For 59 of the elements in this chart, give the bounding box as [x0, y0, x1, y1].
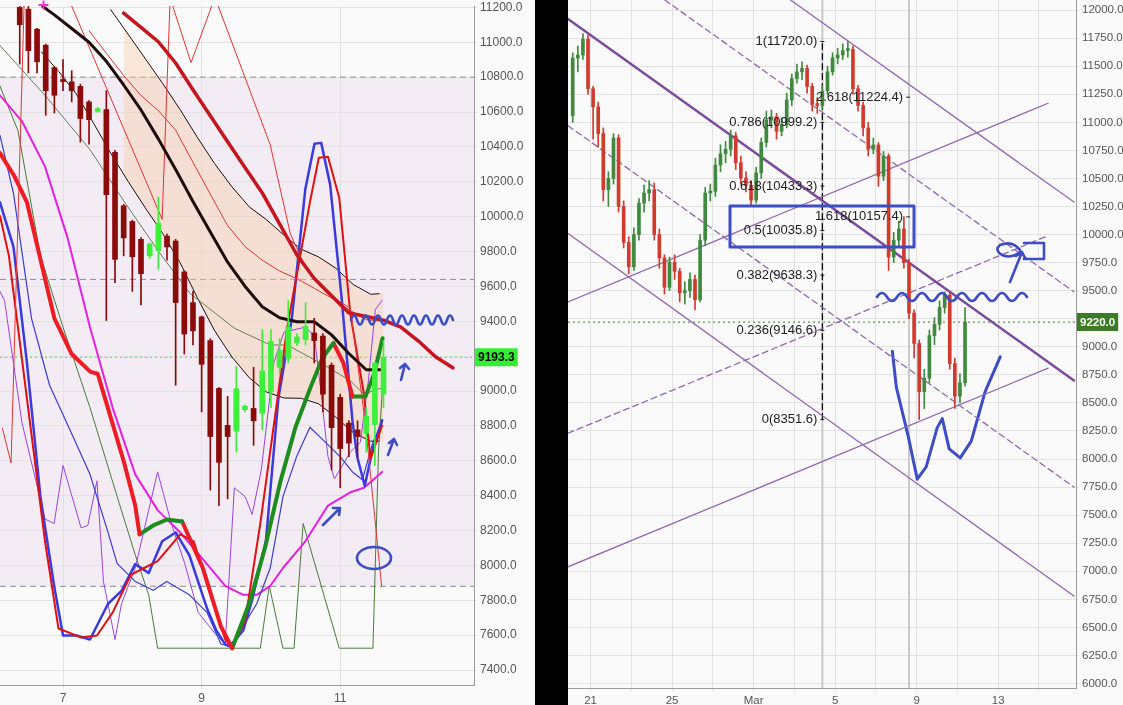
- y-tick-label: 7400.0: [480, 662, 518, 677]
- y-tick-label: 9500.0: [1082, 283, 1118, 296]
- x-tick-label: 11: [333, 690, 347, 705]
- y-tick-label: 6250.0: [1082, 648, 1118, 661]
- annotation: 0(8351.6): [761, 411, 818, 427]
- y-tick-label: 12000.0: [1082, 3, 1123, 16]
- y-tick-label: 8400.0: [480, 487, 518, 502]
- y-tick-label: 11500.0: [1082, 59, 1123, 72]
- y-tick-label: 10600.0: [480, 104, 524, 119]
- y-tick-label: 11200.0: [480, 0, 523, 14]
- x-tick-label: 7: [59, 690, 67, 705]
- y-tick-label: 7500.0: [1082, 508, 1118, 521]
- x-tick-label: 25: [665, 694, 679, 705]
- y-tick-label: 10400.0: [480, 139, 524, 154]
- y-tick-label: 9000.0: [1082, 339, 1118, 352]
- x-tick-label: 21: [584, 694, 597, 705]
- y-tick-label: 7000.0: [1082, 564, 1118, 577]
- annotation: 0.382(9638.3): [736, 266, 818, 282]
- y-tick-label: 8750.0: [1082, 368, 1118, 381]
- x-tick-label: 5: [831, 694, 839, 705]
- y-tick-label: 8000.0: [480, 557, 518, 572]
- y-tick-label: 8250.0: [1082, 424, 1118, 437]
- y-tick-label: 10500.0: [1082, 171, 1123, 184]
- y-tick-label: 10750.0: [1082, 143, 1123, 156]
- y-tick-label: 7800.0: [480, 592, 518, 607]
- y-tick-label: 11000.0: [480, 34, 523, 49]
- y-tick-label: 10000.0: [1082, 227, 1123, 240]
- y-tick-label: 10800.0: [480, 69, 524, 84]
- y-tick-label: 8000.0: [1082, 452, 1118, 465]
- annotation: 1(11720.0): [755, 33, 818, 49]
- x-tick-label: Mar: [743, 694, 764, 705]
- y-tick-label: 8800.0: [480, 418, 518, 433]
- ref-line-label: 9193.3: [478, 350, 516, 365]
- y-tick-label: 9400.0: [480, 313, 518, 328]
- y-tick-label: 8200.0: [480, 522, 518, 537]
- y-tick-label: 8600.0: [480, 453, 518, 468]
- x-tick-label: 13: [991, 694, 1005, 705]
- y-tick-label: 9600.0: [480, 278, 518, 293]
- y-tick-label: 7600.0: [480, 627, 518, 642]
- y-tick-label: 10200.0: [480, 174, 524, 189]
- ref-line-label: 9220.0: [1080, 315, 1116, 328]
- y-tick-label: 7750.0: [1082, 480, 1118, 493]
- y-tick-label: 6000.0: [1082, 676, 1118, 689]
- y-tick-label: 10250.0: [1082, 199, 1123, 212]
- y-tick-label: 6750.0: [1082, 592, 1118, 605]
- y-tick-label: 9800.0: [480, 243, 518, 258]
- y-tick-label: 7250.0: [1082, 536, 1118, 549]
- annotation: 0.236(9146.6): [736, 321, 818, 337]
- y-tick-label: 11000.0: [1082, 115, 1123, 128]
- y-tick-label: 6500.0: [1082, 620, 1118, 633]
- annotation: 0.5(10035.8): [743, 222, 818, 238]
- y-tick-label: 9750.0: [1082, 255, 1118, 268]
- y-tick-label: 8500.0: [1082, 396, 1118, 409]
- x-tick-label: 9: [198, 690, 206, 705]
- y-tick-label: 10000.0: [480, 208, 524, 223]
- y-tick-label: 11250.0: [1082, 87, 1123, 100]
- x-tick-label: 9: [913, 694, 920, 705]
- y-tick-label: 11750.0: [1082, 31, 1123, 44]
- y-tick-label: 9000.0: [480, 383, 518, 398]
